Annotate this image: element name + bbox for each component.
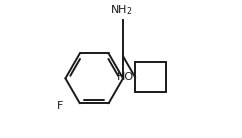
Text: HO: HO [117, 72, 134, 82]
Text: F: F [57, 101, 63, 111]
Text: NH$_2$: NH$_2$ [110, 4, 132, 17]
